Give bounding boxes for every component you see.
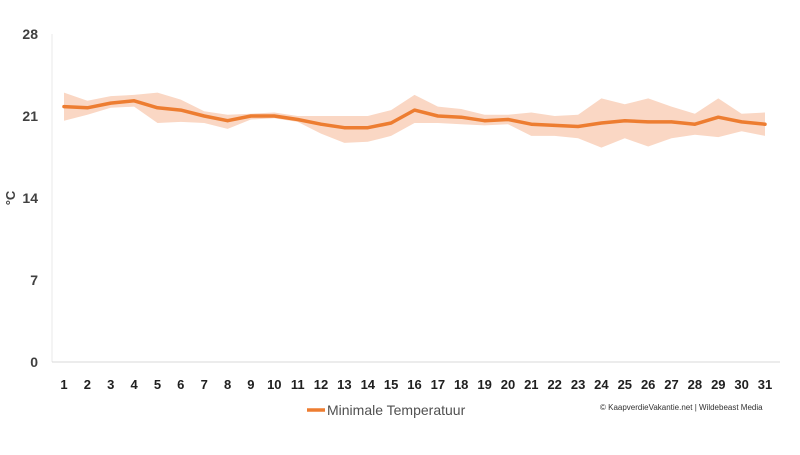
x-tick-label: 18 <box>454 377 468 392</box>
x-tick-label: 8 <box>224 377 231 392</box>
x-tick-label: 17 <box>431 377 445 392</box>
x-tick-labels: 1 2 3 4 5 6 7 8 9 10 11 12 13 14 15 16 17 18 19 20 21 22 23 24 2… <box>60 377 772 392</box>
x-tick-label: 23 <box>571 377 585 392</box>
legend: Minimale Temperatuur <box>307 402 466 418</box>
y-tick-label: 21 <box>22 108 38 124</box>
range-band-layer <box>64 92 765 148</box>
x-tick-label: 14 <box>361 377 376 392</box>
x-tick-label: 30 <box>734 377 748 392</box>
x-tick-label: 5 <box>154 377 161 392</box>
x-tick-label: 12 <box>314 377 328 392</box>
data-point <box>459 115 463 119</box>
data-point <box>85 106 89 110</box>
data-point <box>62 105 66 109</box>
x-tick-label: 25 <box>618 377 632 392</box>
y-tick-label: 14 <box>22 190 38 206</box>
data-point <box>599 121 603 125</box>
x-tick-label: 2 <box>84 377 91 392</box>
data-point <box>179 108 183 112</box>
x-tick-label: 6 <box>177 377 184 392</box>
data-point <box>646 120 650 124</box>
x-tick-label: 29 <box>711 377 725 392</box>
data-point <box>413 108 416 112</box>
data-point <box>249 114 253 118</box>
data-point <box>132 99 136 103</box>
x-tick-label: 26 <box>641 377 655 392</box>
data-point <box>553 123 557 127</box>
y-axis-label: °C <box>3 190 18 205</box>
data-point <box>109 101 113 105</box>
data-point <box>389 121 393 125</box>
y-tick-label: 0 <box>30 354 38 370</box>
x-tick-label: 11 <box>291 377 305 392</box>
x-tick-label: 19 <box>477 377 491 392</box>
data-point <box>272 114 276 118</box>
x-tick-label: 21 <box>524 377 538 392</box>
x-tick-label: 28 <box>688 377 702 392</box>
data-point <box>693 122 697 126</box>
data-point <box>319 122 323 126</box>
x-tick-label: 9 <box>247 377 254 392</box>
copyright-credit: © KaapverdieVakantie.net | Wildebeast Me… <box>600 403 763 412</box>
data-point <box>506 118 510 121</box>
x-tick-label: 1 <box>60 377 67 392</box>
x-tick-label: 24 <box>594 377 609 392</box>
x-tick-label: 20 <box>501 377 515 392</box>
x-tick-label: 31 <box>758 377 772 392</box>
data-point <box>529 122 533 126</box>
y-tick-labels: 0 7 14 21 28 <box>22 26 38 370</box>
data-point <box>670 120 673 124</box>
data-point <box>576 125 580 128</box>
x-tick-label: 10 <box>267 377 281 392</box>
x-tick-label: 4 <box>130 377 138 392</box>
data-point <box>296 118 300 121</box>
x-tick-label: 27 <box>664 377 678 392</box>
y-tick-label: 7 <box>30 272 38 288</box>
data-point <box>623 119 627 123</box>
x-tick-label: 22 <box>547 377 561 392</box>
data-point <box>202 114 206 118</box>
data-point <box>716 115 720 119</box>
data-point <box>366 126 370 130</box>
data-point <box>740 120 744 124</box>
data-point <box>342 126 346 130</box>
legend-label: Minimale Temperatuur <box>327 402 466 418</box>
data-point <box>156 106 159 110</box>
series-line-layer <box>62 99 767 130</box>
x-tick-label: 7 <box>201 377 208 392</box>
y-tick-label: 28 <box>22 26 38 42</box>
x-tick-label: 16 <box>407 377 421 392</box>
data-point <box>226 119 230 123</box>
x-tick-label: 3 <box>107 377 114 392</box>
temperature-range-band <box>64 92 765 148</box>
data-point <box>436 114 440 118</box>
x-tick-label: 15 <box>384 377 398 392</box>
data-point <box>763 122 767 126</box>
x-tick-label: 13 <box>337 377 351 392</box>
data-point <box>483 119 487 123</box>
